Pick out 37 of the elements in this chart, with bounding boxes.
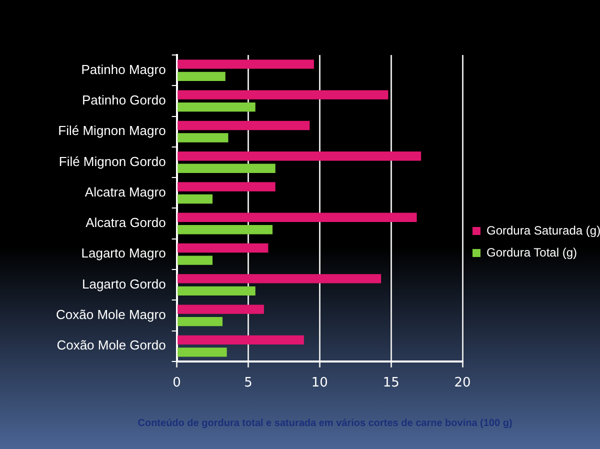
y-tick-label: Lagarto Magro	[81, 246, 166, 261]
y-tick-label: Filé Mignon Magro	[58, 123, 166, 138]
y-tick-label: Alcatra Gordo	[86, 215, 166, 230]
bar	[178, 133, 228, 142]
bar	[178, 286, 256, 296]
bar	[178, 72, 226, 82]
legend-label: Gordura Total (g)	[486, 245, 577, 260]
legend-label: Gordura Saturada (g)	[486, 223, 600, 238]
bar	[178, 243, 268, 253]
bar	[178, 120, 310, 130]
y-tick-label: Lagarto Gordo	[82, 276, 166, 292]
bar	[178, 182, 276, 192]
y-tick-label: Patinho Gordo	[82, 92, 166, 108]
bar	[178, 304, 264, 314]
bar	[178, 335, 304, 345]
y-tick-label: Filé Mignon Gordo	[58, 154, 166, 169]
bar	[178, 225, 273, 234]
x-tick-label: 20	[454, 376, 471, 391]
y-tick-label: Patinho Magro	[81, 62, 166, 77]
bar	[178, 60, 314, 69]
x-tick-label: 0	[172, 376, 181, 391]
x-tick-label: 5	[244, 376, 252, 391]
bar	[178, 102, 256, 112]
bar	[178, 274, 382, 284]
bar	[178, 212, 417, 222]
bar	[178, 164, 276, 173]
bar	[178, 152, 422, 161]
bar	[178, 316, 223, 326]
x-tick-label: 15	[382, 376, 400, 391]
x-tick-label: 10	[311, 376, 328, 391]
bar	[178, 256, 213, 265]
y-tick-label: Coxão Mole Magro	[56, 307, 166, 322]
bar	[178, 90, 388, 100]
y-tick-label: Coxão Mole Gordo	[56, 338, 166, 353]
bar	[178, 348, 227, 357]
y-tick-label: Alcatra Magro	[84, 184, 166, 200]
bar	[178, 194, 213, 204]
